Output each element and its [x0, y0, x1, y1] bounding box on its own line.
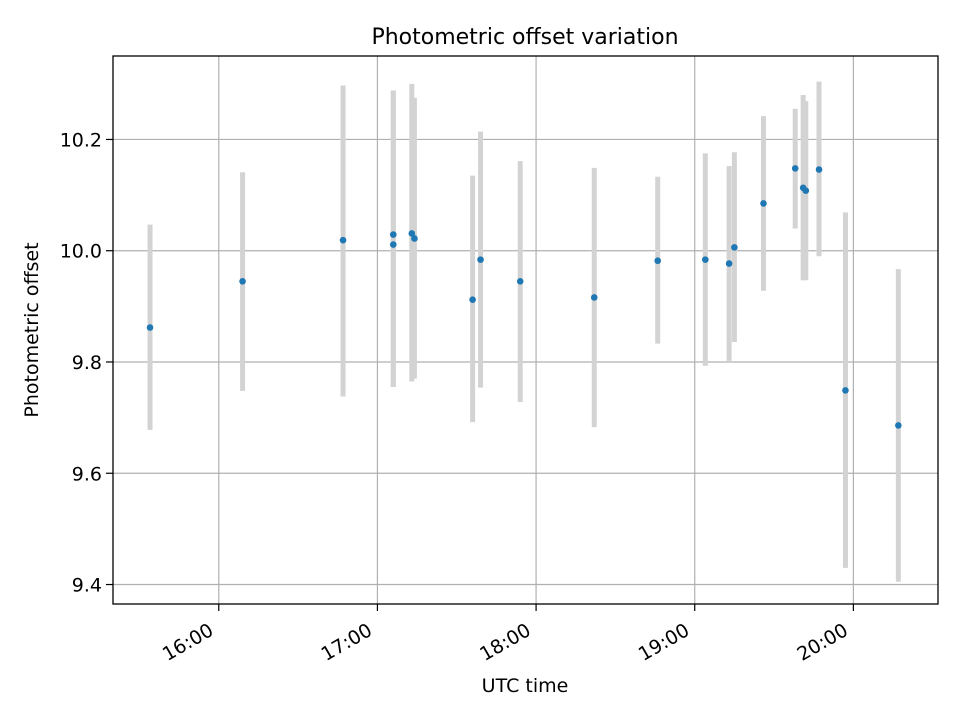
chart-title: Photometric offset variation — [371, 25, 678, 50]
data-point — [802, 187, 810, 194]
data-point — [408, 230, 416, 237]
x-tick-label: 16:00 — [159, 619, 217, 665]
data-point — [239, 278, 246, 285]
data-point — [389, 231, 397, 238]
error-bars — [147, 81, 901, 582]
data-point — [411, 235, 418, 242]
x-tick-label: 20:00 — [793, 619, 851, 665]
data-point — [702, 256, 709, 263]
x-axis-ticks: 16:00 17:00 18:00 19:00 20:00 — [159, 604, 854, 666]
data-point — [654, 257, 662, 265]
data-point — [731, 244, 738, 251]
x-tick-label: 19:00 — [635, 619, 693, 665]
data-point — [590, 294, 598, 301]
data-point — [146, 324, 154, 331]
data-point — [895, 422, 902, 429]
data-point — [760, 200, 767, 207]
data-point — [477, 256, 484, 263]
y-axis-ticks: 9.4 9.6 9.8 10.0 10.2 — [60, 129, 113, 597]
y-tick-label: 10.2 — [60, 129, 102, 151]
data-point — [842, 387, 849, 394]
data-point — [516, 278, 524, 285]
plot-area-frame — [112, 55, 939, 605]
y-tick-label: 9.6 — [72, 463, 102, 485]
y-tick-label: 9.4 — [72, 575, 102, 597]
x-tick-label: 17:00 — [317, 619, 375, 665]
data-points — [146, 165, 902, 429]
data-point — [725, 260, 733, 267]
data-point — [339, 236, 347, 244]
data-point — [389, 241, 397, 248]
y-axis-label: Photometric offset — [21, 242, 43, 417]
x-axis-label: UTC time — [482, 675, 569, 697]
x-tick-label: 18:00 — [476, 619, 534, 665]
y-tick-label: 9.8 — [72, 352, 102, 374]
y-tick-label: 10.0 — [60, 241, 102, 263]
grid-lines — [113, 56, 938, 604]
data-point — [815, 166, 823, 173]
data-point — [791, 165, 799, 172]
data-point — [469, 296, 476, 303]
